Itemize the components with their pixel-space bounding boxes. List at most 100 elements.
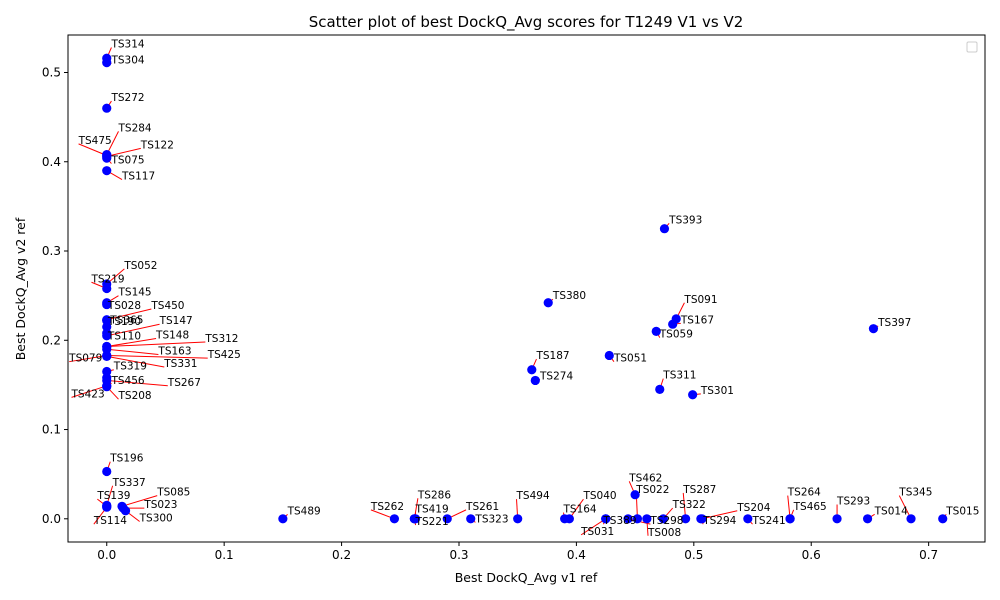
data-point xyxy=(688,390,698,400)
x-tick-label: 0.4 xyxy=(567,548,586,562)
point-label: TS294 xyxy=(702,515,736,527)
data-point xyxy=(564,514,574,524)
annotation-line xyxy=(106,355,165,368)
point-label: TS241 xyxy=(752,515,786,527)
data-point xyxy=(651,326,661,336)
point-label: TS204 xyxy=(736,502,770,514)
data-point xyxy=(102,382,112,392)
point-label: TS322 xyxy=(672,499,706,511)
point-label: TS147 xyxy=(159,315,193,327)
data-point xyxy=(278,514,288,524)
data-point xyxy=(906,514,916,524)
point-label: TS187 xyxy=(535,350,569,362)
point-label: TS293 xyxy=(836,496,870,508)
point-label: TS489 xyxy=(287,505,321,517)
point-label: TS208 xyxy=(117,390,151,402)
point-label: TS423 xyxy=(71,388,105,400)
point-label: TS028 xyxy=(107,300,141,312)
data-point xyxy=(642,514,652,524)
point-label: TS425 xyxy=(207,349,241,361)
y-tick-label: 0.3 xyxy=(42,244,61,258)
point-label: TS300 xyxy=(139,512,173,524)
y-tick-label: 0.0 xyxy=(42,512,61,526)
point-label: TS301 xyxy=(700,385,734,397)
point-label: TS264 xyxy=(787,487,821,499)
point-label: TS139 xyxy=(96,490,130,502)
data-point xyxy=(630,490,640,500)
data-point xyxy=(102,153,112,163)
point-label: TS287 xyxy=(682,484,716,496)
point-label: TS456 xyxy=(110,375,144,387)
y-tick-label: 0.2 xyxy=(42,333,61,347)
y-tick-label: 0.5 xyxy=(42,65,61,79)
point-label: TS117 xyxy=(121,171,155,183)
point-label: TS196 xyxy=(109,453,143,465)
point-label: TS284 xyxy=(117,122,151,134)
annotation-lines xyxy=(69,47,947,536)
data-point xyxy=(466,514,476,524)
annotation-line xyxy=(106,308,152,321)
point-label: TS008 xyxy=(647,527,681,539)
point-label: TS337 xyxy=(112,477,146,489)
point-label: TS079 xyxy=(68,353,102,365)
point-label: TS312 xyxy=(204,333,238,345)
data-point xyxy=(389,514,400,524)
point-label: TS323 xyxy=(474,513,508,525)
point-label: TS031 xyxy=(580,526,614,538)
point-label: TS274 xyxy=(539,371,573,383)
point-label: TS272 xyxy=(110,92,144,104)
annotation-line xyxy=(701,510,738,520)
data-point xyxy=(102,299,112,310)
data-point xyxy=(102,466,112,477)
point-label: TS450 xyxy=(150,300,184,312)
annotation-line xyxy=(106,354,208,359)
x-tick-label: 0.2 xyxy=(332,548,351,562)
point-label: TS261 xyxy=(465,501,499,513)
point-label: TS345 xyxy=(898,487,932,499)
point-label: TS015 xyxy=(945,505,979,517)
point-label: TS389 xyxy=(602,515,636,527)
point-label: TS465 xyxy=(793,501,827,513)
point-label: TS462 xyxy=(628,472,662,484)
legend-box xyxy=(966,41,978,53)
data-point xyxy=(601,514,611,524)
x-tick-label: 0.1 xyxy=(215,548,234,562)
data-point xyxy=(785,514,795,524)
data-point xyxy=(102,166,112,176)
annotation-line xyxy=(78,143,107,156)
point-label: TS164 xyxy=(562,504,596,516)
x-tick-label: 0.7 xyxy=(919,548,938,562)
data-point xyxy=(632,514,643,524)
data-point xyxy=(530,375,540,386)
point-label: TS262 xyxy=(370,501,404,513)
y-axis-ticks: 0.0 0.1 0.2 0.3 0.4 0.5 xyxy=(42,65,68,526)
y-tick-label: 0.4 xyxy=(42,155,61,169)
point-label: TS298 xyxy=(649,515,683,527)
data-point xyxy=(543,298,553,308)
point-label: TS393 xyxy=(668,214,702,226)
data-point xyxy=(832,514,842,524)
data-point xyxy=(102,103,112,113)
data-point xyxy=(658,514,668,524)
annotation-line xyxy=(106,323,160,337)
data-point xyxy=(655,384,665,394)
plot-frame xyxy=(67,34,986,543)
data-point xyxy=(102,58,112,68)
point-label: TS380 xyxy=(552,290,586,302)
x-axis-label: Best DockQ_Avg v1 ref xyxy=(455,570,598,585)
data-point xyxy=(697,514,707,524)
data-point xyxy=(680,514,691,524)
y-axis-label: Best DockQ_Avg v2 ref xyxy=(13,217,28,360)
point-labels: TS314 TS304 TS272 TS284 TS475 TS122 TS075 TS117… xyxy=(68,38,979,538)
chart-title: Scatter plot of best DockQ_Avg scores fo… xyxy=(309,13,744,32)
data-point xyxy=(102,502,112,512)
point-label: TS122 xyxy=(140,139,174,151)
point-label: TS319 xyxy=(113,361,147,373)
point-label: TS023 xyxy=(143,499,177,511)
x-axis-ticks: 0.0 0.1 0.2 0.3 0.4 0.5 0.6 0.7 xyxy=(97,542,938,562)
annotation-line xyxy=(580,518,607,536)
annotation-line xyxy=(106,348,159,356)
point-label: TS075 xyxy=(110,155,144,167)
data-point xyxy=(862,514,873,524)
